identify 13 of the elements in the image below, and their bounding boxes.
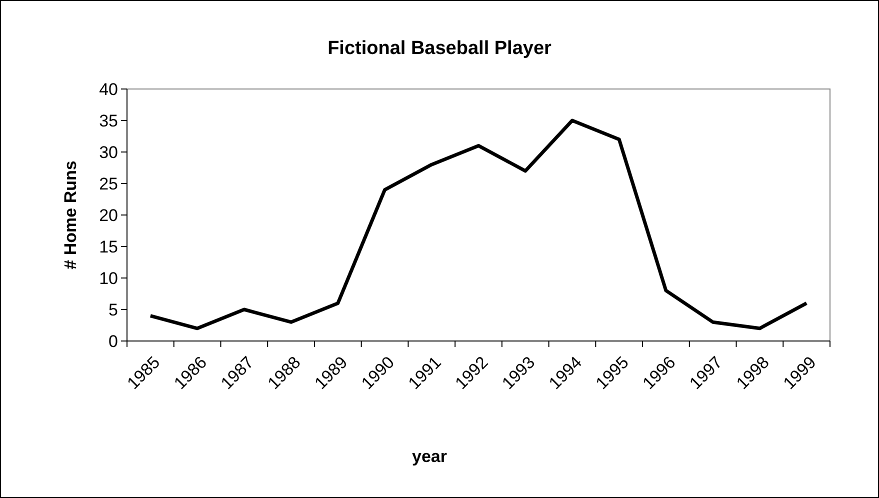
y-tick-label: 15: [99, 237, 118, 256]
y-tick-label: 5: [108, 300, 118, 320]
y-tick-label: 30: [99, 142, 118, 162]
chart-title: Fictional Baseball Player: [328, 38, 552, 59]
y-tick-label: 20: [99, 206, 118, 225]
y-axis-title: # Home Runs: [61, 160, 80, 270]
y-tick-label: 0: [108, 332, 118, 351]
x-axis-title: year: [412, 447, 448, 466]
line-series: [148, 118, 808, 330]
y-tick-label: 40: [99, 80, 118, 99]
y-tick-label: 25: [99, 174, 118, 194]
y-tick-label: 35: [99, 111, 118, 130]
y-tick-label: 10: [99, 268, 118, 288]
